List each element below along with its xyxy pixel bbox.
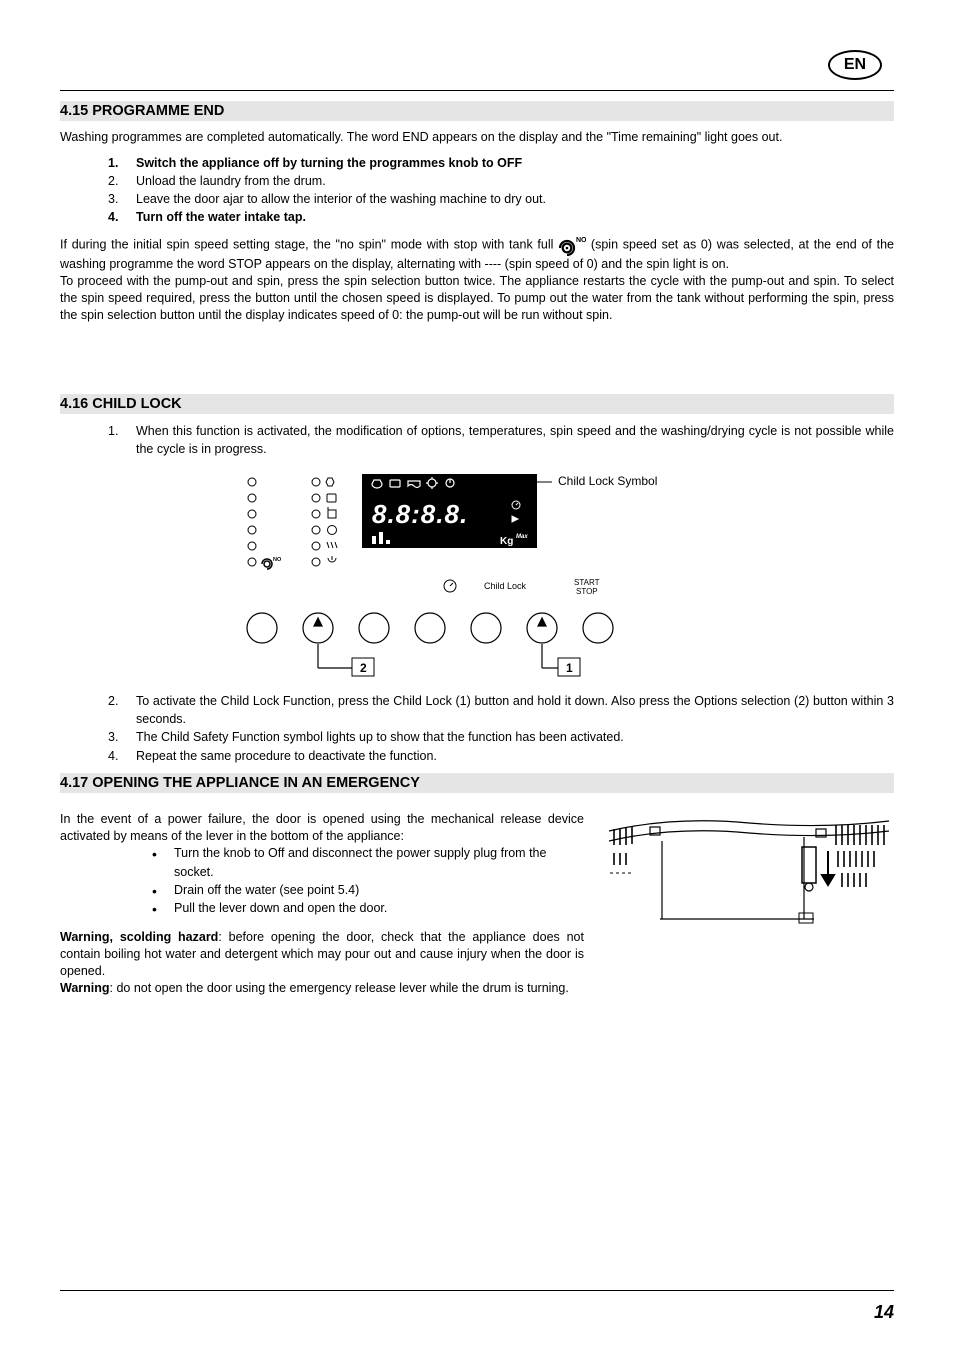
svg-text:Kg: Kg — [500, 536, 513, 547]
list-item: Drain off the water (see point 5.4) — [152, 881, 584, 899]
svg-text:NO: NO — [576, 237, 586, 244]
emergency-release-illustration — [604, 811, 894, 931]
list-item: 4.Turn off the water intake tap. — [108, 208, 894, 226]
svg-text:START: START — [574, 578, 600, 587]
no-spin-icon: NO — [558, 234, 586, 256]
list-item: 3.Leave the door ajar to allow the inter… — [108, 190, 894, 208]
list-415-steps: 1.Switch the appliance off by turning th… — [60, 154, 894, 227]
svg-text:Child Lock Symbol: Child Lock Symbol — [558, 474, 657, 488]
heading-4-15: 4.15 PROGRAMME END — [60, 101, 894, 121]
emergency-text-column: In the event of a power failure, the doo… — [60, 811, 584, 997]
child-lock-diagram: NO 8.8:8.8. — [232, 468, 722, 678]
svg-text:1: 1 — [566, 661, 573, 675]
list-item: Pull the lever down and open the door. — [152, 899, 584, 917]
heading-4-17: 4.17 OPENING THE APPLIANCE IN AN EMERGEN… — [60, 773, 894, 793]
svg-text:STOP: STOP — [576, 587, 598, 596]
list-item: 1.When this function is activated, the m… — [108, 422, 894, 458]
para-415-intro: Washing programmes are completed automat… — [60, 129, 894, 146]
emergency-row: In the event of a power failure, the doo… — [60, 811, 894, 997]
list-item: Turn the knob to Off and disconnect the … — [152, 844, 584, 880]
bottom-rule — [60, 1290, 894, 1291]
language-code: EN — [844, 56, 866, 74]
emergency-diagram — [604, 811, 894, 936]
list-item: 1.Switch the appliance off by turning th… — [108, 154, 894, 172]
svg-text:Child Lock: Child Lock — [484, 581, 527, 591]
list-item: 2.To activate the Child Lock Function, p… — [108, 692, 894, 728]
list-416-bottom: 2.To activate the Child Lock Function, p… — [60, 692, 894, 765]
svg-text:8.8:8.8.: 8.8:8.8. — [372, 499, 468, 529]
para-417-warn1: Warning, scolding hazard: before opening… — [60, 929, 584, 980]
list-item: 3.The Child Safety Function symbol light… — [108, 728, 894, 746]
language-badge: EN — [828, 50, 882, 80]
child-lock-diagram-row: NO 8.8:8.8. — [60, 468, 894, 678]
para-415-3: To proceed with the pump-out and spin, p… — [60, 273, 894, 324]
list-item: 4.Repeat the same procedure to deactivat… — [108, 747, 894, 765]
top-rule — [60, 90, 894, 91]
svg-text:2: 2 — [360, 661, 367, 675]
page-number: 14 — [874, 1302, 894, 1323]
list-item: 2.Unload the laundry from the drum. — [108, 172, 894, 190]
para-415-2: If during the initial spin speed setting… — [60, 234, 894, 273]
svg-text:NO: NO — [273, 557, 282, 563]
para-417-intro: In the event of a power failure, the doo… — [60, 811, 584, 845]
svg-text:Max: Max — [516, 534, 528, 540]
list-416-top: 1.When this function is activated, the m… — [60, 422, 894, 458]
para-417-warn2: Warning: do not open the door using the … — [60, 980, 584, 997]
list-417-bullets: Turn the knob to Off and disconnect the … — [60, 844, 584, 917]
heading-4-16: 4.16 CHILD LOCK — [60, 394, 894, 414]
